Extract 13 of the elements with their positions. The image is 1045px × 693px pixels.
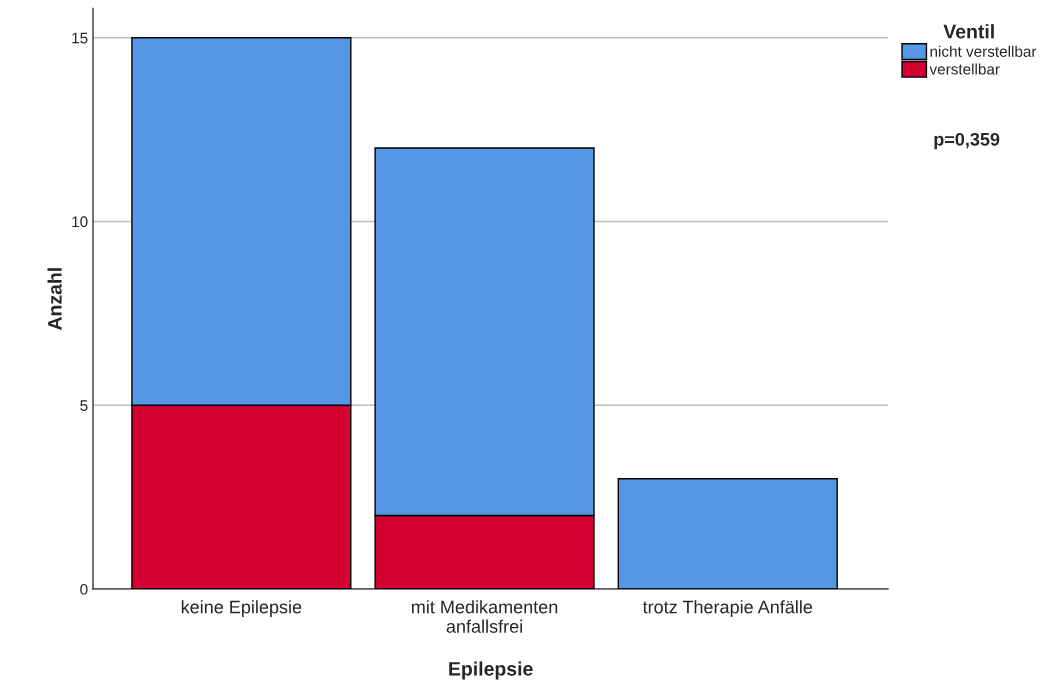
y-tick-label: 15 bbox=[72, 32, 88, 44]
x-tick-label: trotz Therapie Anfälle bbox=[642, 600, 813, 617]
legend-title: Ventil bbox=[943, 24, 994, 39]
x-tick-label: mit Medikamenten anfallsfrei bbox=[412, 600, 558, 633]
text: p=0,359 bbox=[934, 132, 1000, 150]
x-axis-title: Epilepsie bbox=[449, 661, 533, 680]
y-axis-title: Anzahl bbox=[47, 268, 62, 331]
y-tick-label: 10 bbox=[72, 216, 88, 228]
x-tick-label: keine Epilepsie bbox=[181, 600, 302, 617]
legend-label: nicht verstellbar bbox=[930, 45, 1037, 57]
y-tick-label: 0 bbox=[80, 583, 88, 595]
legend-label: verstellbar bbox=[929, 63, 1000, 75]
y-tick-label: 5 bbox=[80, 400, 88, 411]
